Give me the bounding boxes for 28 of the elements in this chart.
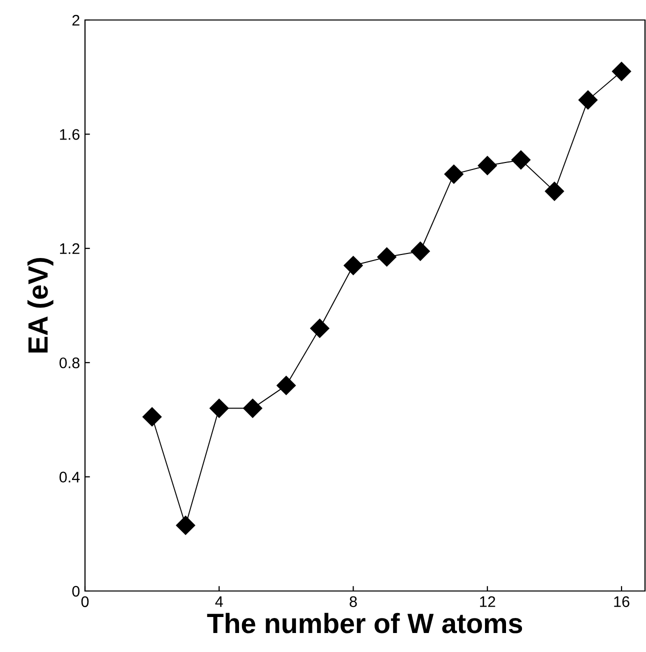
point [478,156,497,176]
point [176,516,196,535]
point [310,318,330,338]
y-tick-label: 0 [72,586,80,597]
y-tick-label: 1.2 [60,243,80,254]
point [344,256,363,276]
point [142,407,162,426]
y-tick-label: 0.4 [60,472,80,482]
x-tick-label: 16 [614,596,630,608]
point [544,182,564,201]
y-tick-label: 0.8 [60,357,80,368]
point [410,242,430,261]
y-tick-label: 2 [72,14,80,26]
point [578,90,598,110]
x-tick-label: 8 [350,596,357,608]
point [511,150,530,170]
y-axis-title: EA (eV) [27,258,54,353]
point [210,398,229,418]
y-tick-label: 1.6 [60,129,80,140]
x-tick-label: 0 [81,596,89,608]
point [276,376,296,395]
x-axis-title: The number of W atoms [207,612,522,634]
point [444,164,464,184]
x-tick-label: 4 [215,596,223,607]
point [612,62,632,81]
x-tick-label: 12 [480,596,496,607]
point [243,398,262,418]
point [377,247,396,266]
